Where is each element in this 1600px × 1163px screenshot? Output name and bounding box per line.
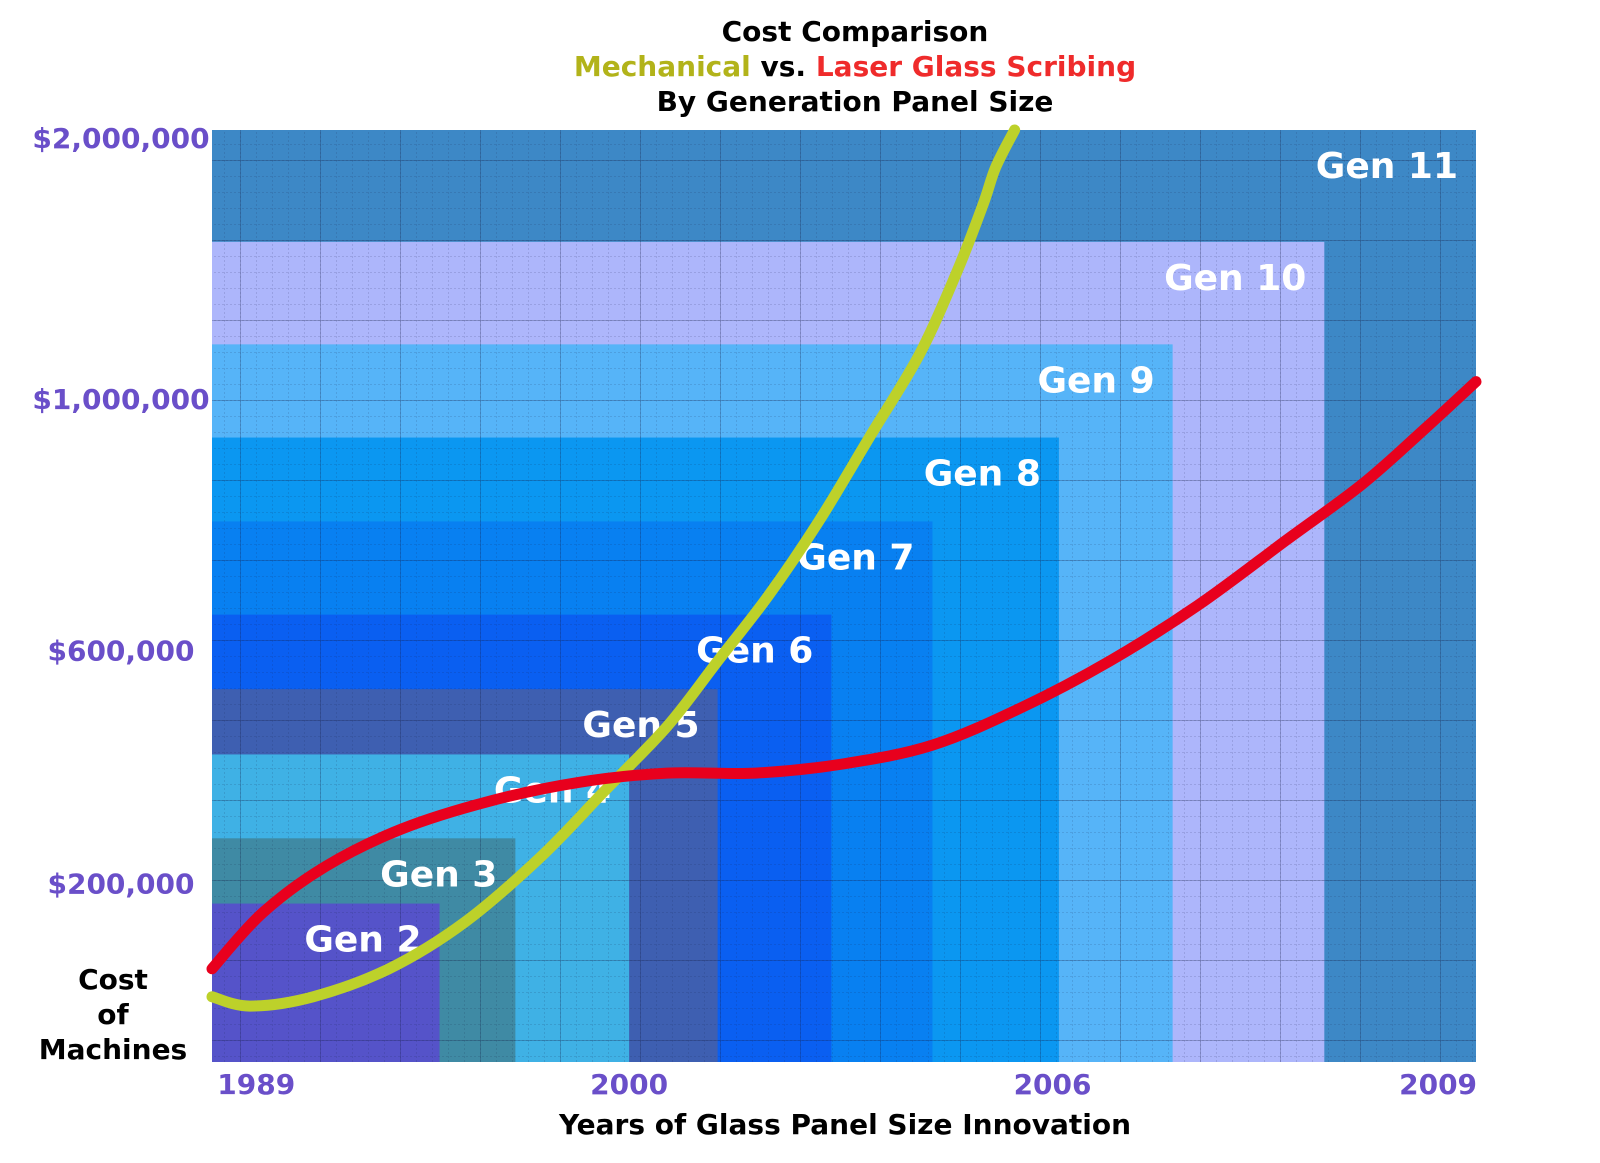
y-tick-label: $200,000	[47, 868, 194, 901]
subtitle-mechanical: Mechanical	[573, 50, 751, 83]
gen-label: Gen 8	[924, 454, 1041, 495]
y-tick-label: $1,000,000	[32, 383, 209, 416]
x-tick-label: 2000	[590, 1068, 668, 1101]
chart-title-block: Cost Comparison Mechanical vs. Laser Gla…	[0, 14, 1600, 119]
x-axis-label: Years of Glass Panel Size Innovation	[558, 1108, 1131, 1141]
series-line-mechanical	[206, 124, 1021, 1012]
series-line-laser-glass-scribing	[206, 376, 1482, 975]
chart-subtitle: Mechanical vs. Laser Glass Scribing	[0, 49, 1600, 84]
y-axis-label-2: of	[97, 998, 129, 1031]
chart-title: Cost Comparison	[721, 15, 989, 48]
gen-label: Gen 11	[1316, 146, 1458, 187]
gen-label: Gen 3	[380, 854, 497, 895]
subtitle-joiner: vs.	[760, 50, 807, 83]
x-tick-label: 2009	[1399, 1068, 1477, 1101]
gen-label: Gen 9	[1037, 360, 1154, 401]
y-axis-label-1: Cost	[78, 963, 148, 996]
y-tick-label: $2,000,000	[32, 122, 209, 155]
gen-label: Gen 7	[797, 537, 914, 578]
gen-label: Gen 10	[1164, 258, 1306, 299]
y-axis-label-3: Machines	[39, 1033, 187, 1066]
x-tick-label: 2006	[1014, 1068, 1092, 1101]
x-tick-label: 1989	[217, 1068, 295, 1101]
y-tick-label: $600,000	[47, 635, 194, 668]
subtitle-laser: Laser Glass Scribing	[815, 50, 1137, 83]
gen-label: Gen 2	[304, 920, 421, 961]
chart-subtitle-line3: By Generation Panel Size	[656, 85, 1054, 118]
major-grid	[212, 130, 1476, 1062]
